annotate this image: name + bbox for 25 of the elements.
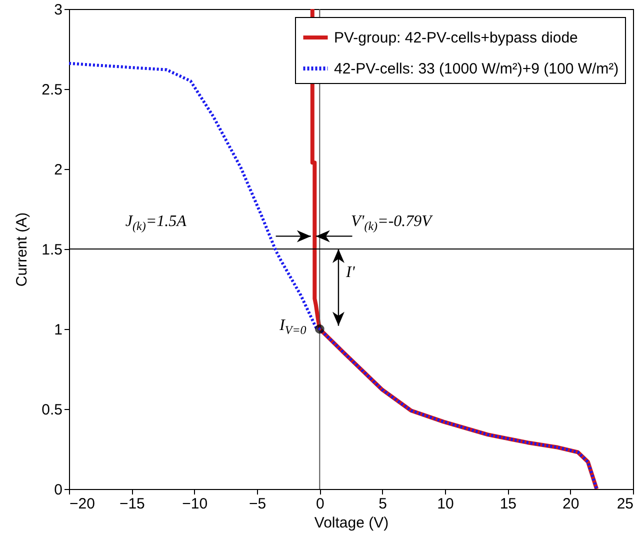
y-axis-title: Current (A): [14, 212, 31, 287]
x-tick-label: 10: [437, 496, 454, 512]
y-tick-label: 2: [54, 162, 62, 178]
y-tick-label: 0.5: [42, 402, 62, 418]
annotation: I$_{V=0}$: [280, 316, 306, 337]
legend-label: 42-PV-cells: 33 (1000 W/m²)+9 (100 W/m²): [334, 60, 619, 78]
x-axis-title: Voltage (V): [314, 514, 389, 532]
x-tick-label: 0: [316, 496, 324, 512]
annotation: I': [346, 264, 355, 281]
x-tick-label: −15: [119, 496, 145, 512]
x-tick-label: 5: [378, 496, 388, 512]
x-tick-label: 25: [616, 496, 634, 512]
legend-label: PV-group: 42-PV-cells+bypass diode: [334, 30, 578, 46]
y-tick-label: 1: [54, 322, 62, 338]
annotation: J$_{(k)}$=1.5A: [125, 212, 186, 233]
x-tick-label: 15: [500, 496, 517, 512]
x-tick-label: −10: [182, 496, 208, 512]
x-tick-label: −5: [248, 496, 266, 512]
y-tick-label: 0: [54, 482, 62, 498]
y-tick-label: 3: [54, 2, 62, 18]
x-tick-label: 20: [562, 496, 580, 512]
annotation: V'$_{(k)}$=-0.79V: [351, 212, 432, 233]
y-tick-label: 1.5: [42, 242, 62, 258]
y-tick-label: 2.5: [42, 82, 62, 98]
x-tick-label: −20: [70, 496, 95, 512]
